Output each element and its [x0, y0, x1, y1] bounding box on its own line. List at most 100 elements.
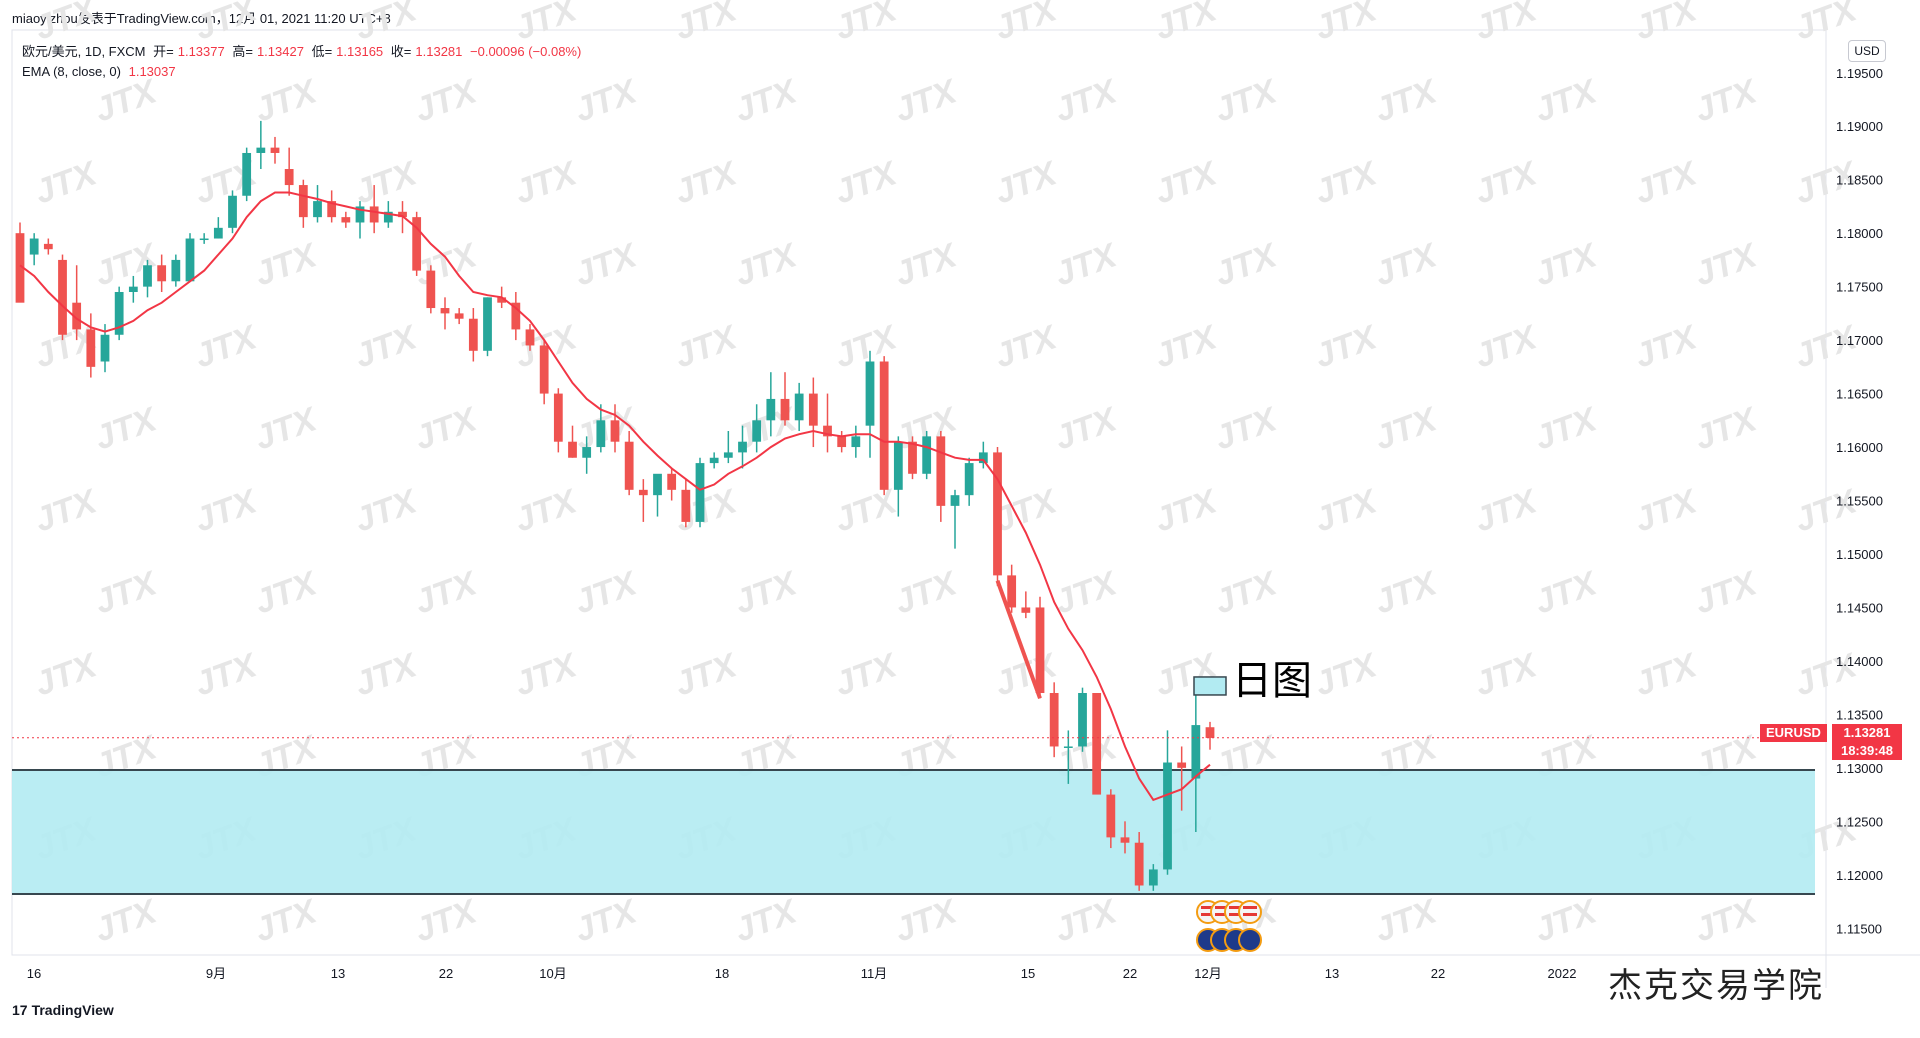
- price-tick-label: 1.11500: [1836, 921, 1882, 936]
- jtx-watermark: JTX: [1150, 482, 1224, 540]
- ema-polyline: [19, 191, 1211, 802]
- legend-open-label: 开=: [153, 44, 174, 59]
- candle-body: [341, 217, 351, 223]
- legend-change: −0.00096 (−0.08%): [470, 44, 582, 59]
- candle-body: [426, 270, 436, 309]
- jtx-watermark: JTX: [670, 482, 744, 540]
- candle-body: [143, 265, 152, 287]
- price-tick-label: 1.16000: [1836, 440, 1883, 455]
- tradingview-footer[interactable]: 17 TradingView: [12, 1002, 114, 1018]
- jtx-watermark: JTX: [190, 646, 264, 704]
- candle: [865, 350, 875, 458]
- jtx-watermark: JTX: [250, 236, 324, 294]
- legend-ohlc-row: 欧元/美元, 1D, FXCM 开= 1.13377 高= 1.13427 低= 1.…: [22, 42, 585, 62]
- jtx-watermark: JTX: [1370, 236, 1444, 294]
- candle-body: [1078, 693, 1087, 747]
- us-flag-stripe: [1243, 913, 1257, 916]
- candle: [893, 436, 903, 517]
- candle: [185, 233, 195, 282]
- candle: [553, 388, 563, 453]
- jtx-watermark: JTX: [1310, 154, 1384, 212]
- candle: [525, 324, 535, 351]
- legend-symbol[interactable]: 欧元/美元, 1D, FXCM: [22, 44, 146, 59]
- candle: [837, 431, 847, 453]
- price-tick-label: 1.14500: [1836, 600, 1883, 615]
- price-tick-label: 1.15500: [1836, 494, 1883, 509]
- candle-body: [879, 361, 889, 490]
- price-tick-label: 1.17500: [1836, 280, 1883, 295]
- tradingview-logo-icon: 17: [12, 1002, 28, 1018]
- candle: [936, 431, 946, 522]
- jtx-watermark: JTX: [510, 0, 584, 48]
- candle: [1148, 864, 1158, 891]
- candle: [978, 441, 988, 469]
- legend-close-label: 收=: [390, 44, 412, 59]
- us-flag-stripe: [1201, 913, 1215, 916]
- candle: [426, 265, 436, 314]
- candle: [922, 431, 932, 480]
- jtx-watermark: JTX: [410, 564, 484, 622]
- jtx-watermark: JTX: [1690, 72, 1764, 130]
- jtx-watermark: JTX: [350, 0, 424, 48]
- candle: [355, 201, 365, 239]
- price-tick-label: 1.18500: [1836, 173, 1883, 188]
- time-tick-label: 13: [1325, 966, 1339, 981]
- candle-body: [497, 297, 507, 303]
- jtx-watermark: JTX: [510, 482, 584, 540]
- drawn-trend-stroke: [995, 580, 1042, 700]
- candle-body: [893, 441, 903, 490]
- candle: [1021, 591, 1031, 619]
- us-flag-stripe: [1215, 906, 1229, 909]
- candle: [794, 382, 804, 432]
- candle-body: [468, 318, 478, 351]
- ema-label[interactable]: EMA (8, close, 0): [22, 64, 121, 79]
- jtx-watermark: JTX: [570, 72, 644, 130]
- candle-body: [100, 334, 110, 362]
- jtx-watermark: JTX: [90, 400, 164, 458]
- jtx-watermark: JTX: [250, 72, 324, 130]
- candle-body: [114, 291, 124, 335]
- candle-body: [1106, 794, 1116, 838]
- jtx-watermark: JTX: [830, 646, 904, 704]
- jtx-watermark: JTX: [1470, 0, 1544, 48]
- jtx-watermark: JTX: [730, 892, 804, 950]
- chart-extras: [12, 580, 1826, 952]
- candle-body: [29, 238, 39, 255]
- jtx-watermark: JTX: [1210, 400, 1284, 458]
- candle-body: [539, 345, 549, 394]
- time-tick-label: 13: [331, 966, 345, 981]
- candle-body: [1177, 762, 1187, 768]
- jtx-watermark: JTX: [1210, 236, 1284, 294]
- candle: [256, 120, 266, 170]
- candle: [596, 404, 606, 453]
- candle-body: [284, 169, 294, 186]
- jtx-watermark: JTX: [1210, 564, 1284, 622]
- candle-body: [72, 302, 82, 330]
- jtx-watermark: JTX: [730, 72, 804, 130]
- jtx-watermark: JTX: [190, 0, 264, 48]
- jtx-watermark: JTX: [1050, 72, 1124, 130]
- candle-body: [723, 452, 733, 458]
- currency-button[interactable]: USD: [1848, 40, 1886, 62]
- candle: [582, 436, 592, 474]
- price-tick-label: 1.15000: [1836, 547, 1883, 562]
- price-tick-label: 1.13500: [1836, 707, 1883, 722]
- jtx-watermark: JTX: [510, 154, 584, 212]
- us-flag-stripe: [1215, 913, 1229, 916]
- legend: 欧元/美元, 1D, FXCM 开= 1.13377 高= 1.13427 低= 1.…: [22, 42, 585, 82]
- jtx-watermark: JTX: [1630, 646, 1704, 704]
- countdown-tag: 18:39:48: [1832, 742, 1902, 760]
- candle: [780, 372, 790, 426]
- candle: [610, 404, 620, 453]
- candle: [86, 313, 96, 378]
- candle-body: [808, 393, 818, 426]
- candle-body: [355, 206, 365, 223]
- jtx-watermark: JTX: [350, 318, 424, 376]
- jtx-watermark: JTX: [90, 564, 164, 622]
- candle: [143, 259, 152, 298]
- candle-body: [964, 463, 974, 496]
- candle: [242, 147, 252, 202]
- candle: [213, 217, 223, 239]
- candle: [454, 308, 464, 325]
